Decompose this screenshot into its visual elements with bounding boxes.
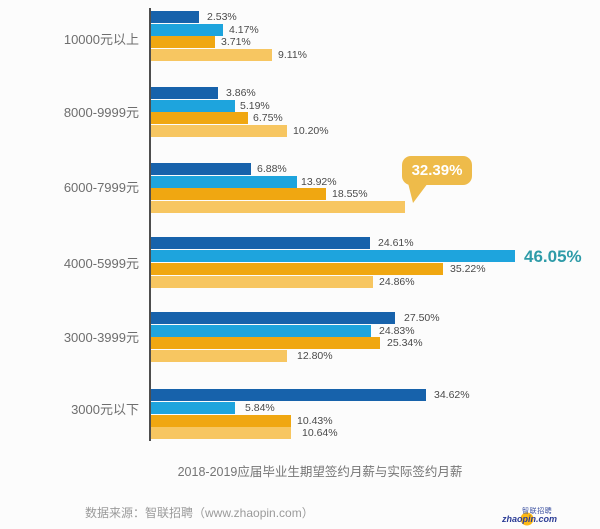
svg-text:智联招聘: 智联招聘	[522, 506, 552, 515]
svg-text:zhaopin.com: zhaopin.com	[501, 514, 557, 524]
